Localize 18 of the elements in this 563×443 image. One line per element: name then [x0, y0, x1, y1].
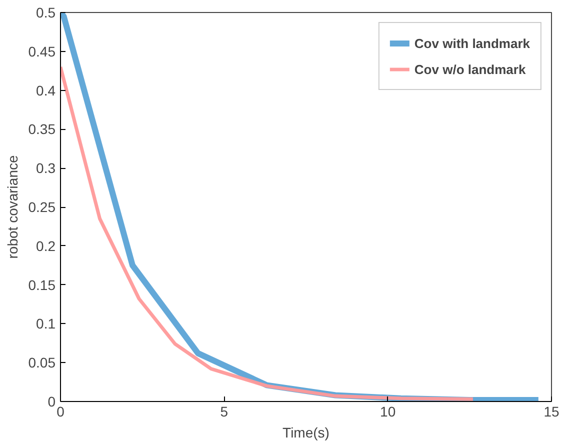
y-tick-label: 0.5	[36, 4, 56, 20]
x-axis-title: Time(s)	[282, 424, 330, 440]
x-tick-label: 10	[380, 404, 396, 420]
y-tick-label: 0.15	[28, 276, 56, 293]
y-tick-label: 0.45	[28, 43, 56, 60]
legend-label: Cov with landmark	[414, 36, 530, 50]
y-tick-label: 0.25	[28, 199, 56, 215]
y-axis-title: robot covariance	[4, 155, 20, 259]
y-tick-label: 0.3	[36, 160, 56, 176]
y-tick-label: 0.2	[36, 238, 56, 254]
y-tick-label: 0	[48, 394, 56, 410]
y-tick-label: 0.05	[28, 354, 56, 371]
y-tick-label: 0.1	[36, 316, 56, 332]
x-tick-label: 5	[220, 404, 228, 420]
y-tick-label: 0.4	[36, 82, 56, 98]
legend-label: Cov w/o landmark	[414, 62, 526, 76]
x-tick-label: 15	[544, 404, 560, 420]
y-tick-label: 0.35	[28, 121, 56, 138]
